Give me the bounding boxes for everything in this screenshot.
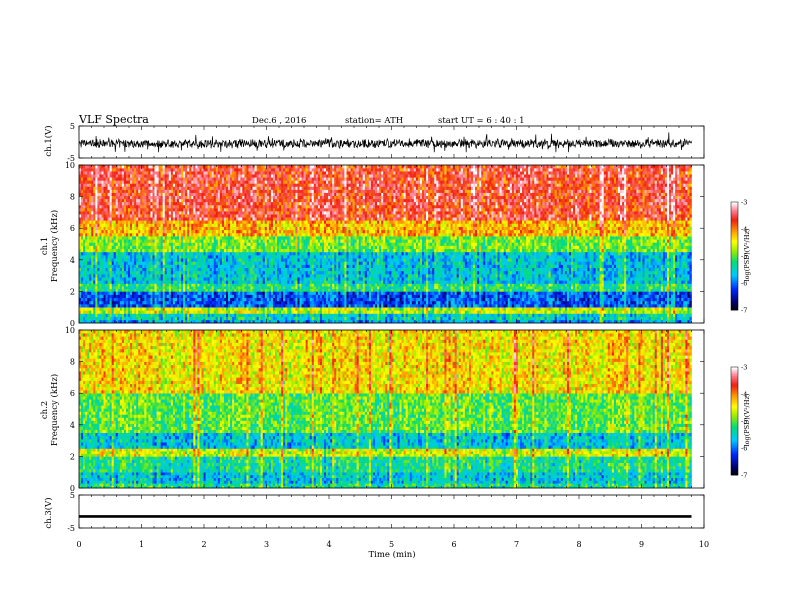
ch1-waveform-line <box>79 132 692 152</box>
ch1-colorbar-tick-label: -3 <box>741 199 747 207</box>
ch2-colorbar-tick-label: -3 <box>741 364 747 372</box>
time-tick-label: 4 <box>326 540 331 549</box>
time-tick-label: 8 <box>576 540 581 549</box>
ch1-spectrogram-y-tick-label: 6 <box>70 224 75 233</box>
ch1-colorbar-tick-label: -7 <box>741 307 747 315</box>
ch1-channel-label: ch.1 <box>40 237 50 255</box>
ch1-spectrogram-image <box>79 165 692 323</box>
ch1-colorbar-label: log(PSD)(V²/Hz) <box>743 228 751 281</box>
figure-title: VLF Spectra <box>78 113 149 126</box>
time-tick-label: 3 <box>264 540 269 549</box>
time-tick-label: 10 <box>699 540 709 549</box>
time-axis-label: Time (min) <box>368 549 415 560</box>
ch3-waveform-frame <box>79 495 704 528</box>
ch2-spectrogram-y-tick-label: 2 <box>70 452 75 461</box>
ch3-waveform-panel: 5 -5 <box>67 491 704 533</box>
ch2-spectrogram-y-tick-label: 8 <box>70 358 75 367</box>
time-tick-label: 5 <box>389 540 394 549</box>
time-tick-label: 9 <box>639 540 644 549</box>
time-tick-label: 0 <box>76 540 81 549</box>
ch2-spectrogram-y-tick-label: 10 <box>65 326 75 335</box>
ch1-frequency-axis-label: Frequency (kHz) <box>49 210 60 282</box>
ch1-spectrogram-y-tick-label: 2 <box>70 287 75 296</box>
station-label: station= ATH <box>345 116 403 126</box>
ch3-voltage-axis-label: ch.3(V) <box>43 497 54 528</box>
ch3-waveform-y-tick-label: -5 <box>67 524 75 533</box>
time-tick-label: 7 <box>514 540 519 549</box>
ch1-waveform-y-tick-label: 5 <box>70 122 75 131</box>
ch2-frequency-axis-label: Frequency (kHz) <box>49 374 60 446</box>
time-axis: 0 1 2 3 4 5 6 7 8 9 10 <box>76 540 709 549</box>
ch3-waveform-y-tick-label: 5 <box>70 491 75 500</box>
ch1-waveform-panel: 5-5 <box>67 122 704 163</box>
time-tick-label: 6 <box>451 540 456 549</box>
ch2-spectrogram-image <box>79 330 692 488</box>
ch2-channel-label: ch.2 <box>40 401 50 419</box>
ch2-colorbar-tick-label: -7 <box>741 472 747 480</box>
time-tick-label: 1 <box>139 540 144 549</box>
time-tick-label: 2 <box>201 540 206 549</box>
ch2-spectrogram-y-tick-label: 6 <box>70 389 75 398</box>
date-label: Dec.6 , 2016 <box>252 116 306 126</box>
ch1-spectrogram-y-tick-label: 10 <box>65 161 75 170</box>
ch1-spectrogram-y-tick-label: 8 <box>70 193 75 202</box>
ch2-spectrogram-y-tick-label: 4 <box>70 421 75 430</box>
ch2-colorbar-label: log(PSD)(V²/Hz) <box>743 393 751 446</box>
ch3-waveform-trace <box>79 515 692 518</box>
start-time-label: start UT = 6 : 40 : 1 <box>438 116 525 126</box>
ch1-voltage-axis-label: ch.1(V) <box>43 125 54 156</box>
ch1-spectrogram-y-tick-label: 4 <box>70 256 75 265</box>
